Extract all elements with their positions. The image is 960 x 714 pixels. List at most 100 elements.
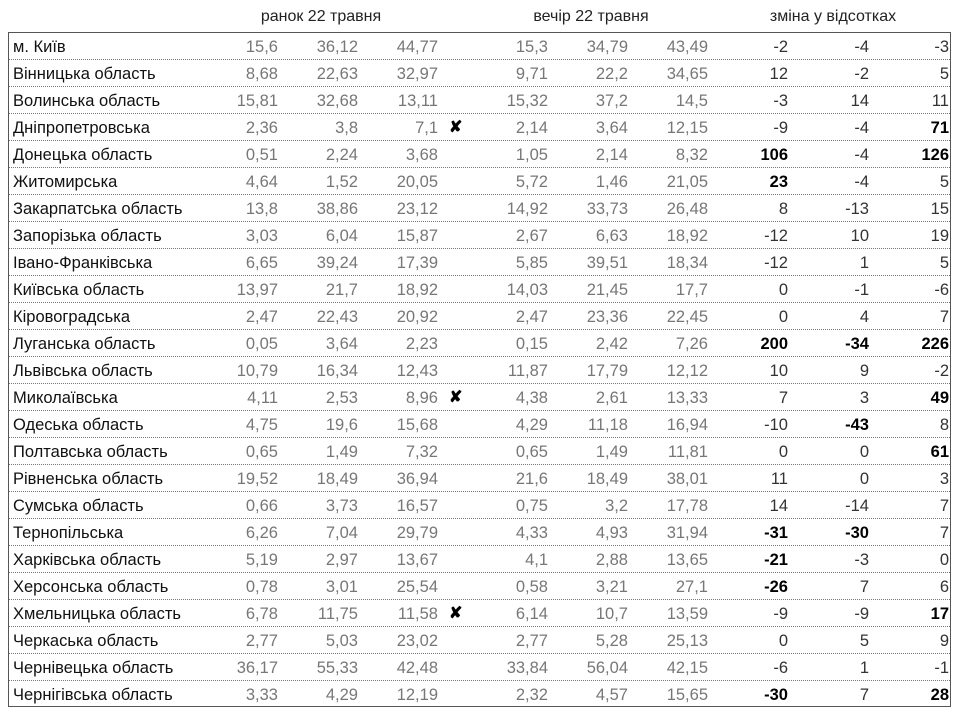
evening-value: 1,46 — [595, 173, 628, 191]
table-row: Донецька область 0,51 2,24 3,68 1,05 2,14 8,32… — [9, 141, 950, 168]
change-percent-value: -21 — [764, 551, 788, 569]
change-percent-value: 9 — [859, 362, 869, 380]
evening-value: 17,7 — [675, 281, 708, 299]
morning-value: 2,53 — [325, 389, 358, 407]
region-name: Чернівецька область — [13, 659, 174, 677]
header-change: зміна у відсотках — [769, 8, 897, 25]
table-row: Чернігівська область 3,33 4,29 12,19 2,32 4,5… — [9, 681, 950, 708]
table-row: Київська область 13,97 21,7 18,92 14,03 21,45… — [9, 276, 950, 303]
evening-value: 6,63 — [595, 227, 628, 245]
change-percent-value: -30 — [845, 524, 869, 542]
change-percent-value: -12 — [764, 254, 788, 272]
evening-value: 1,05 — [515, 146, 548, 164]
change-percent-value: 0 — [778, 632, 788, 650]
evening-value: 4,93 — [595, 524, 628, 542]
evening-value: 14,03 — [506, 281, 548, 299]
change-percent-value: -12 — [764, 227, 788, 245]
morning-value: 55,33 — [316, 659, 358, 677]
table-row: Харківська область 5,19 2,97 13,67 4,1 2,88 13… — [9, 546, 950, 573]
morning-value: 0,65 — [245, 443, 278, 461]
change-percent-value: -2 — [934, 362, 949, 380]
region-name: Чернігівська область — [13, 686, 173, 704]
evening-value: 26,48 — [666, 200, 708, 218]
region-name: Хмельницька область — [13, 605, 182, 623]
region-name: Тернопільська — [13, 524, 124, 542]
morning-value: 13,67 — [396, 551, 438, 569]
change-percent-value: 12 — [769, 65, 788, 83]
region-name: Закарпатська область — [13, 200, 183, 218]
evening-value: 4,1 — [525, 551, 548, 569]
evening-value: 22,45 — [666, 308, 708, 326]
morning-value: 15,68 — [396, 416, 438, 434]
region-name: Полтавська область — [13, 443, 168, 461]
evening-value: 2,32 — [515, 686, 548, 704]
evening-value: 33,73 — [586, 200, 628, 218]
evening-value: 2,42 — [595, 335, 628, 353]
change-percent-value: -14 — [845, 497, 869, 515]
evening-value: 22,2 — [595, 65, 628, 83]
evening-value: 4,33 — [515, 524, 548, 542]
evening-value: 15,65 — [666, 686, 708, 704]
evening-value: 2,14 — [515, 119, 548, 137]
evening-value: 18,49 — [586, 470, 628, 488]
morning-value: 7,32 — [405, 443, 438, 461]
region-name: Київська область — [13, 281, 145, 299]
morning-value: 0,78 — [245, 578, 278, 596]
evening-value: 14,5 — [675, 92, 708, 110]
change-percent-value: 10 — [769, 362, 788, 380]
change-percent-value: 14 — [850, 92, 869, 110]
change-percent-value: 17 — [930, 605, 949, 623]
evening-value: 2,67 — [515, 227, 548, 245]
region-name: Львівська область — [13, 362, 153, 380]
table-row: Херсонська область 0,78 3,01 25,54 0,58 3,21 2… — [9, 573, 950, 600]
cross-mark-icon: ✘ — [449, 389, 463, 406]
morning-value: 16,34 — [316, 362, 358, 380]
change-percent-value: 71 — [930, 119, 949, 137]
evening-value: 38,01 — [666, 470, 708, 488]
change-percent-value: 5 — [859, 632, 869, 650]
evening-value: 11,18 — [587, 416, 628, 434]
region-name: Дніпропетровська — [13, 119, 150, 137]
change-percent-value: -2 — [854, 65, 869, 83]
morning-value: 3,8 — [335, 119, 358, 137]
change-percent-value: -3 — [773, 92, 788, 110]
change-percent-value: -30 — [764, 686, 788, 704]
evening-value: 15,32 — [506, 92, 548, 110]
cross-mark-icon: ✘ — [449, 605, 463, 622]
table-row: Івано-Франківська 6,65 39,24 17,39 5,85 39,51… — [9, 249, 950, 276]
evening-value: 11,81 — [667, 443, 708, 461]
evening-value: 16,94 — [666, 416, 708, 434]
morning-value: 18,49 — [316, 470, 358, 488]
morning-value: 17,39 — [396, 254, 438, 272]
morning-value: 20,05 — [396, 173, 438, 191]
change-percent-value: 14 — [769, 497, 788, 515]
change-percent-value: 0 — [859, 470, 869, 488]
evening-value: 5,72 — [515, 173, 548, 191]
evening-value: 3,64 — [595, 119, 628, 137]
evening-value: 31,94 — [666, 524, 708, 542]
morning-value: 2,24 — [325, 146, 358, 164]
evening-value: 6,14 — [515, 605, 548, 623]
evening-value: 18,34 — [666, 254, 708, 272]
change-percent-value: -1 — [934, 659, 949, 677]
morning-value: 3,03 — [245, 227, 278, 245]
morning-value: 4,11 — [247, 389, 278, 407]
evening-value: 11,87 — [507, 362, 548, 380]
evening-value: 1,49 — [595, 443, 628, 461]
table-row: Сумська область 0,66 3,73 16,57 0,75 3,2 17,78… — [9, 492, 950, 519]
change-percent-value: 5 — [939, 254, 949, 272]
table-row: Черкаська область 2,77 5,03 23,02 2,77 5,28 25… — [9, 627, 950, 654]
evening-value: 5,28 — [595, 632, 628, 650]
morning-value: 13,11 — [397, 92, 438, 110]
region-name: Кіровоградська — [13, 308, 130, 326]
change-percent-value: 3 — [939, 470, 949, 488]
morning-value: 20,92 — [396, 308, 438, 326]
morning-value: 32,97 — [396, 65, 438, 83]
table-row: Вінницька область 8,68 22,63 32,97 9,71 22,2 3… — [9, 60, 950, 87]
evening-value: 3,2 — [605, 497, 628, 515]
change-percent-value: 15 — [930, 200, 949, 218]
change-percent-value: -9 — [854, 605, 869, 623]
evening-value: 34,79 — [586, 38, 628, 56]
table-row: Житомирська 4,64 1,52 20,05 5,72 1,46 21,05 23 -… — [9, 168, 950, 195]
evening-value: 34,65 — [666, 65, 708, 83]
